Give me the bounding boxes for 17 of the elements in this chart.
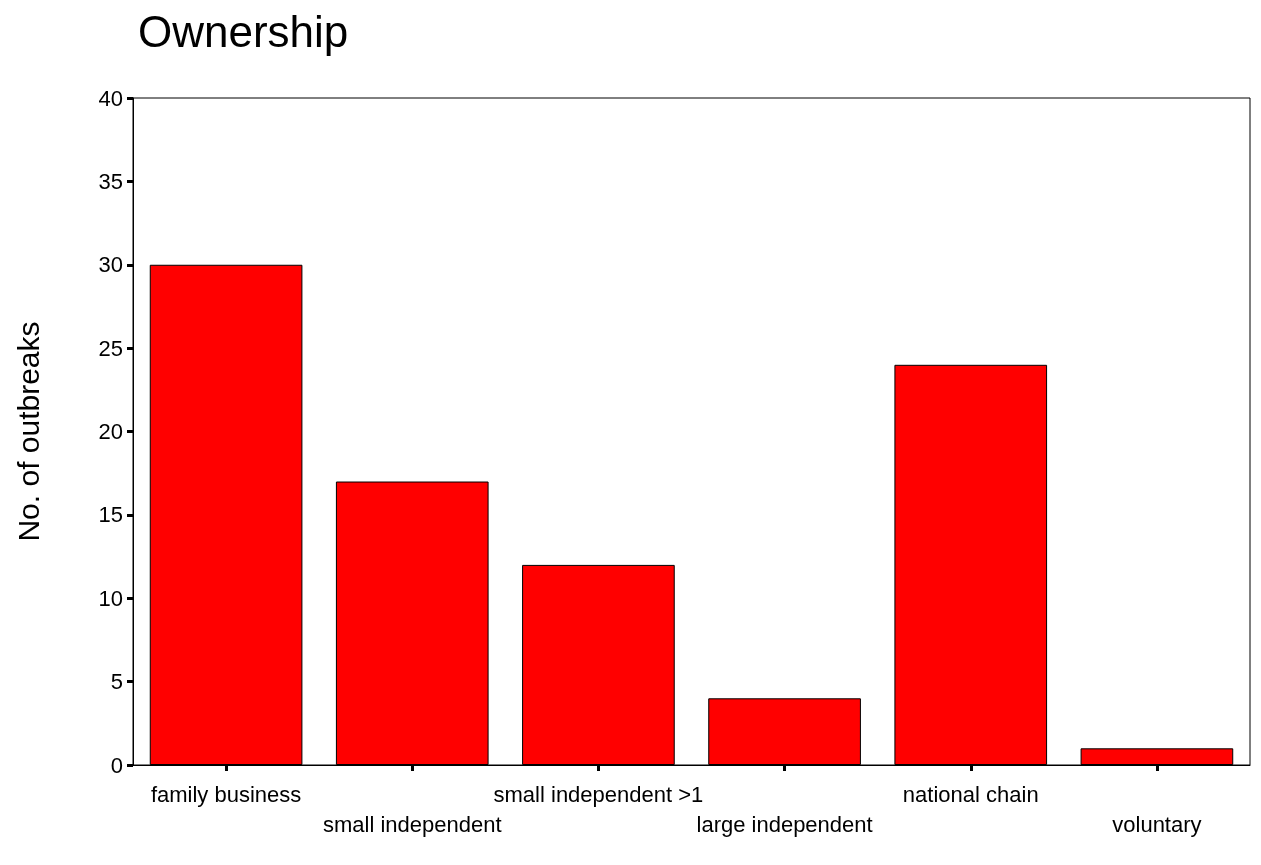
x-tick-label: family business <box>150 781 302 807</box>
y-tick-label: 10 <box>98 585 123 611</box>
x-tick-label: small independent >1 <box>493 781 704 807</box>
x-tick-label: voluntary <box>1112 811 1202 837</box>
y-tick-label: 0 <box>110 752 123 778</box>
chart-title: Ownership <box>138 6 349 56</box>
y-tick-label: 25 <box>98 335 123 361</box>
y-tick-label: 40 <box>98 85 123 111</box>
x-tick-label: large independent <box>696 811 873 837</box>
y-axis-title: No. of outbreaks <box>11 321 45 542</box>
x-tick-label: national chain <box>902 781 1039 807</box>
y-tick-label: 5 <box>110 669 123 695</box>
x-tick-label: small independent <box>322 811 502 837</box>
y-tick-label: 35 <box>98 168 123 194</box>
y-tick-label: 20 <box>98 419 123 444</box>
y-tick-label: 15 <box>98 502 123 528</box>
y-tick-label: 30 <box>98 252 123 278</box>
